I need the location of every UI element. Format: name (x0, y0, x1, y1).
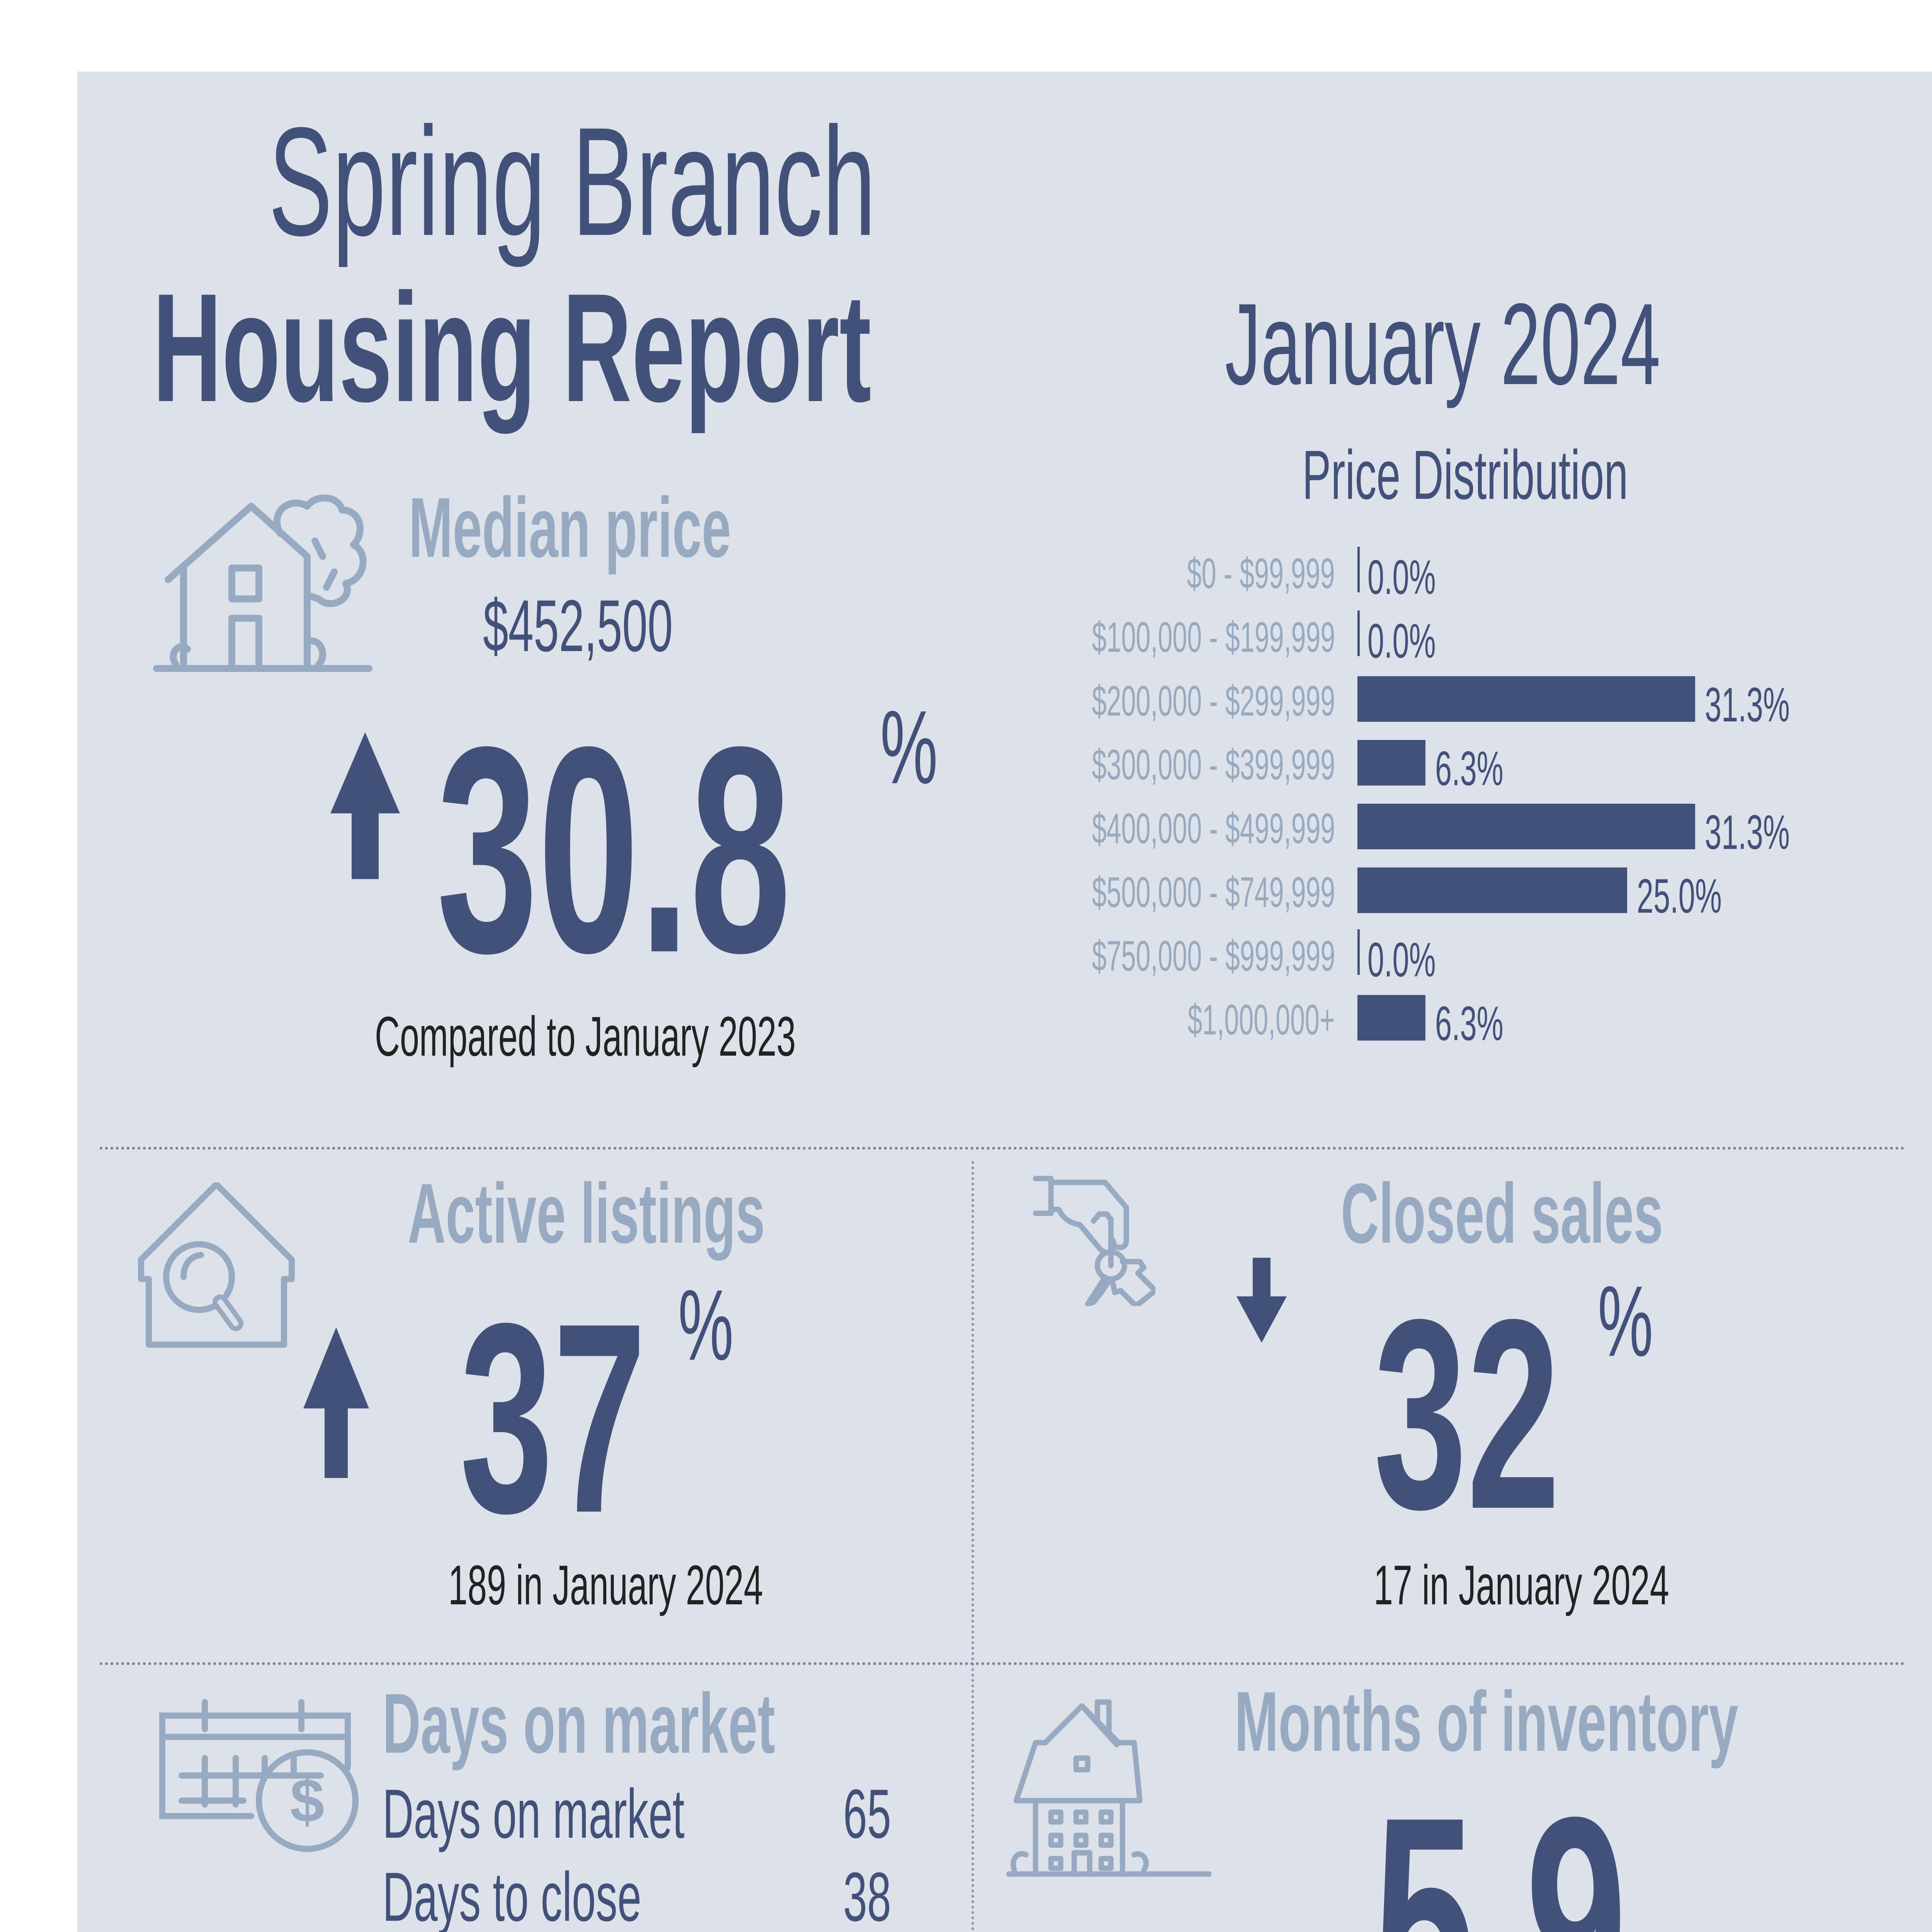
active-listings-change-unit: % (678, 1269, 734, 1381)
arrow-up-icon (330, 732, 400, 879)
active-listings-change: 37 (460, 1267, 646, 1569)
chart-title: Price Distribution (1302, 436, 1628, 514)
dom-row-value: 65 (843, 1775, 891, 1853)
chart-value-label: 0.0% (1367, 614, 1436, 668)
chart-category-label: $750,000 - $999,999 (1092, 932, 1335, 980)
chart-value-label: 6.3% (1435, 997, 1503, 1051)
chart-bar (1357, 929, 1360, 975)
closed-sales-change: 32 (1374, 1263, 1560, 1565)
days-on-market-label: Days on market (383, 1676, 775, 1771)
arrow-up-icon (303, 1327, 369, 1478)
active-listings-caption: 189 in January 2024 (448, 1554, 763, 1616)
report-panel (77, 71, 1932, 1932)
chart-value-label: 0.0% (1367, 551, 1436, 604)
median-price-change-unit: % (880, 689, 938, 806)
chart-bar (1357, 995, 1425, 1041)
chart-value-label: 6.3% (1435, 742, 1503, 796)
chart-value-label: 31.3% (1705, 806, 1790, 859)
apartment-building-icon (1007, 1689, 1211, 1882)
divider-vertical (971, 1161, 974, 1932)
chart-value-label: 31.3% (1705, 678, 1790, 732)
chart-bar (1357, 804, 1695, 849)
chart-category-label: $300,000 - $399,999 (1092, 741, 1335, 789)
median-price-change: 30.8 (437, 686, 791, 1014)
svg-text:$: $ (290, 1766, 325, 1835)
chart-bar (1357, 547, 1360, 592)
median-price-value: $452,500 (483, 585, 673, 667)
chart-bar (1357, 740, 1425, 786)
closed-sales-caption: 17 in January 2024 (1374, 1554, 1669, 1616)
closed-sales-label: Closed sales (1341, 1166, 1663, 1261)
chart-bar (1357, 611, 1360, 656)
chart-category-label: $0 - $99,999 (1187, 550, 1335, 597)
closed-sales-change-unit: % (1598, 1265, 1653, 1378)
chart-category-label: $100,000 - $199,999 (1092, 614, 1335, 661)
median-price-label: Median price (409, 480, 731, 575)
chart-value-label: 0.0% (1367, 933, 1436, 987)
title-line-1: Spring Branch (269, 95, 876, 268)
months-inventory-value: 5.9 (1374, 1756, 1627, 1932)
chart-category-label: $1,000,000+ (1187, 996, 1335, 1044)
divider-horizontal-2 (100, 1662, 1905, 1665)
house-tree-icon (153, 495, 392, 676)
calendar-dollar-icon: $ (158, 1694, 375, 1857)
dtc-row-label: Days to close (383, 1858, 641, 1932)
chart-value-label: 25.0% (1637, 869, 1722, 923)
title-line-2: Housing Report (153, 261, 871, 434)
chart-category-label: $500,000 - $749,999 (1092, 869, 1335, 916)
median-price-caption: Compared to January 2023 (375, 1005, 796, 1068)
chart-bar (1357, 867, 1627, 913)
report-period: January 2024 (1225, 279, 1661, 409)
active-listings-label: Active listings (408, 1166, 765, 1261)
chart-category-label: $200,000 - $299,999 (1092, 677, 1335, 725)
arrow-down-icon (1236, 1258, 1287, 1343)
house-search-icon (133, 1182, 315, 1364)
chart-category-label: $400,000 - $499,999 (1092, 805, 1335, 852)
hand-keys-icon (1032, 1175, 1155, 1306)
chart-bar (1357, 676, 1695, 722)
months-inventory-label: Months of inventory (1235, 1674, 1738, 1769)
dtc-row-value: 38 (843, 1858, 891, 1932)
divider-horizontal-1 (100, 1147, 1905, 1150)
dom-row-label: Days on market (383, 1775, 685, 1853)
